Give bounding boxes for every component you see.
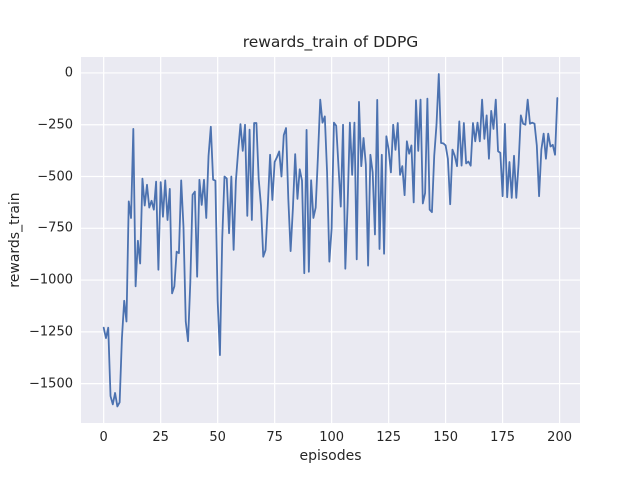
x-tick-label: 175 — [490, 430, 516, 445]
y-axis-label: rewards_train — [7, 192, 23, 288]
y-tick-label: −1250 — [29, 324, 73, 340]
y-tick-label: 0 — [64, 65, 73, 81]
y-tick-label: −1500 — [29, 376, 73, 392]
series-line-rewards_train — [102, 73, 559, 408]
chart-title: rewards_train of DDPG — [242, 33, 419, 51]
line-chart-svg — [81, 57, 580, 423]
x-tick-label: 125 — [376, 430, 402, 445]
x-tick-label: 200 — [547, 430, 573, 445]
x-tick-label: 75 — [266, 430, 283, 445]
x-tick-label: 50 — [209, 430, 226, 445]
x-tick-label: 0 — [99, 430, 108, 445]
y-tick-label: −500 — [37, 169, 73, 184]
y-tick-label: −250 — [37, 117, 73, 133]
y-tick-label: −1000 — [29, 272, 73, 288]
x-tick-label: 25 — [152, 430, 169, 445]
series-layer — [102, 73, 559, 408]
plot-area — [81, 57, 580, 423]
x-axis-label: episodes — [299, 448, 362, 464]
y-tick-label: −750 — [37, 220, 73, 236]
x-tick-label: 100 — [319, 430, 345, 445]
x-tick-label: 150 — [433, 430, 459, 445]
